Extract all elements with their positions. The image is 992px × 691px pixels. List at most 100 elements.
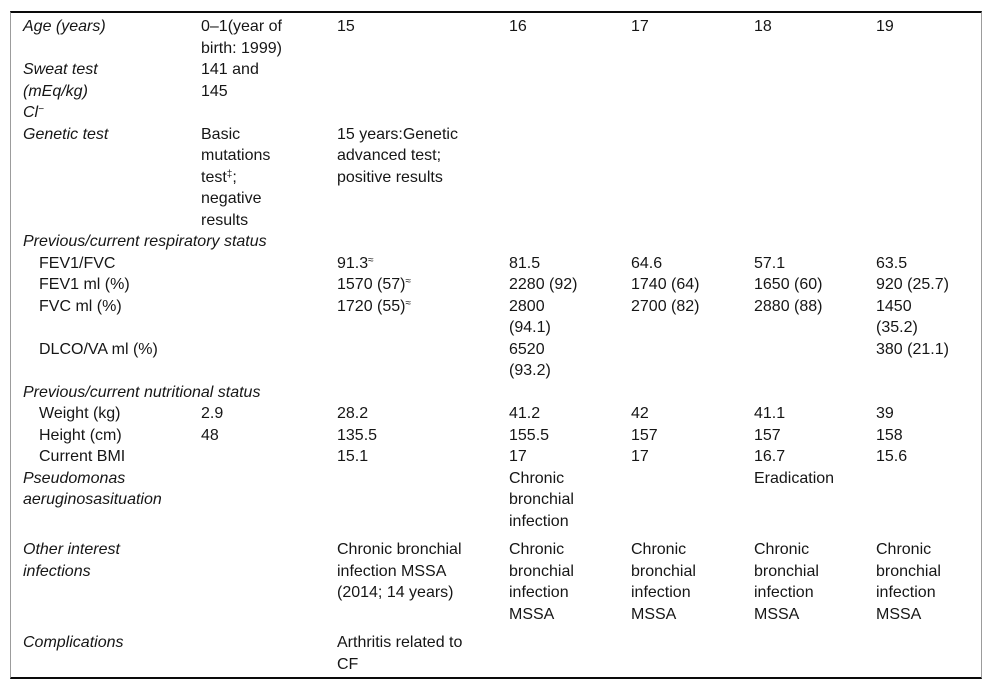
cell	[497, 124, 619, 232]
text-segment: 41.1	[754, 405, 786, 422]
text-segment: 158	[876, 426, 903, 444]
text-segment: FEV1 ml (%)	[39, 276, 130, 293]
cell: 6520 (93.2)	[497, 339, 619, 382]
text-segment: Eradication	[754, 469, 835, 487]
text-segment: 141 and 145	[201, 61, 259, 100]
cell: 15 years:Genetic advanced test; positive…	[325, 124, 497, 232]
cell: 15.1	[325, 446, 497, 468]
cell: 15	[325, 16, 497, 59]
cell	[325, 59, 497, 124]
cell	[619, 59, 742, 124]
table-body: Age (years) 0–1(year of birth: 1999) 15 16 1…	[11, 16, 983, 675]
text-segment: Pseudomonas aeruginosasituation	[23, 469, 162, 509]
text-segment: 6520 (93.2)	[509, 340, 551, 380]
text-segment: 2880 (88)	[754, 297, 823, 315]
text-segment: 63.5	[876, 254, 908, 272]
text-segment: 15 years:Genetic advanced test; positive…	[337, 125, 458, 186]
superscript: ≈	[368, 254, 374, 266]
cell	[742, 59, 864, 124]
cell: 920 (25.7)	[864, 274, 983, 296]
text-segment: Age (years)	[23, 18, 106, 35]
cell	[189, 296, 325, 339]
table-row: Height (cm) 48 135.5 155.5 157 157 158	[11, 425, 983, 447]
text-segment: 0–1(year of birth: 1999)	[201, 18, 282, 57]
row-label: Pseudomonas aeruginosasituation	[11, 468, 189, 533]
text-segment: 16	[509, 18, 527, 35]
text-segment: 91.3	[337, 254, 369, 272]
text-segment: Current BMI	[39, 448, 126, 465]
row-label: Other interest infections	[11, 532, 189, 625]
cell: 141 and 145	[189, 59, 325, 124]
cell: 57.1	[742, 253, 864, 275]
row-label: Genetic test	[11, 124, 189, 232]
table-row: Other interest infections Chronic bronchi…	[11, 532, 983, 625]
text-segment: 39	[876, 405, 894, 422]
text-segment: DLCO/VA ml (%)	[39, 340, 158, 358]
cell: 1740 (64)	[619, 274, 742, 296]
text-segment: 135.5	[337, 426, 378, 444]
cell: 18	[742, 16, 864, 59]
superscript: ≈	[405, 276, 412, 287]
text-segment: 1650 (60)	[754, 276, 823, 293]
cell	[189, 274, 325, 296]
cell	[742, 339, 864, 382]
text-segment: 48	[201, 426, 219, 444]
cell	[325, 468, 497, 533]
section-label: Previous/current nutritional status	[11, 382, 983, 404]
text-segment: Previous/current respiratory status	[23, 233, 267, 250]
cell	[189, 446, 325, 468]
text-segment: 15	[337, 18, 355, 35]
cell: 48	[189, 425, 325, 447]
text-segment: 1570 (57)	[337, 276, 406, 293]
cell: 15.6	[864, 446, 983, 468]
cell: 39	[864, 403, 983, 425]
cell	[619, 625, 742, 675]
cell: 2280 (92)	[497, 274, 619, 296]
cell: 155.5	[497, 425, 619, 447]
cell: Arthritis related to CF	[325, 625, 497, 675]
text-segment: 15.1	[337, 448, 369, 465]
text-segment: Sweat test (mEq/kg) Cl	[23, 61, 98, 121]
table-row: FEV1 ml (%) 1570 (57)≈ 2280 (92) 1740 (64) 1…	[11, 274, 983, 296]
cell	[742, 124, 864, 232]
table-row: Age (years) 0–1(year of birth: 1999) 15 16 1…	[11, 16, 983, 59]
cell	[864, 468, 983, 533]
cell	[864, 124, 983, 232]
cell: 63.5	[864, 253, 983, 275]
row-label: FEV1/FVC	[11, 253, 189, 275]
text-segment: 81.5	[509, 254, 541, 272]
text-segment: 19	[876, 18, 894, 35]
cell	[619, 124, 742, 232]
cell: 42	[619, 403, 742, 425]
row-label: DLCO/VA ml (%)	[11, 339, 189, 382]
cell	[864, 59, 983, 124]
text-segment: ; negative results	[201, 168, 262, 229]
table-row: Complications Arthritis related to CF	[11, 625, 983, 675]
row-label: Current BMI	[11, 446, 189, 468]
table-row: DLCO/VA ml (%) 6520 (93.2) 380 (21.1)	[11, 339, 983, 382]
text-segment: Chronic bronchial infection MSSA	[509, 541, 574, 623]
text-segment: Arthritis related to CF	[337, 634, 463, 673]
cell	[864, 625, 983, 675]
table-row: FVC ml (%) 1720 (55)≈ 2800 (94.1) 2700 (82)…	[11, 296, 983, 339]
cell: 1650 (60)	[742, 274, 864, 296]
cell	[189, 468, 325, 533]
text-segment: Chronic bronchial infection	[509, 469, 574, 530]
table-row: Sweat test (mEq/kg) Cl− 141 and 145	[11, 59, 983, 124]
cell: 1570 (57)≈	[325, 274, 497, 296]
row-label: Sweat test (mEq/kg) Cl−	[11, 59, 189, 124]
text-segment: 28.2	[337, 405, 369, 422]
text-segment: 64.6	[631, 254, 663, 272]
cell: 41.1	[742, 403, 864, 425]
row-label: Height (cm)	[11, 425, 189, 447]
text-segment: 920 (25.7)	[876, 276, 949, 293]
cell: Chronic bronchial infection MSSA (2014; …	[325, 532, 497, 625]
text-segment: 15.6	[876, 448, 908, 465]
cell: 380 (21.1)	[864, 339, 983, 382]
row-label: FVC ml (%)	[11, 296, 189, 339]
section-row: Previous/current respiratory status	[11, 231, 983, 253]
text-segment: 42	[631, 405, 649, 422]
row-label: Complications	[11, 625, 189, 675]
text-segment: Other interest infections	[23, 541, 120, 580]
